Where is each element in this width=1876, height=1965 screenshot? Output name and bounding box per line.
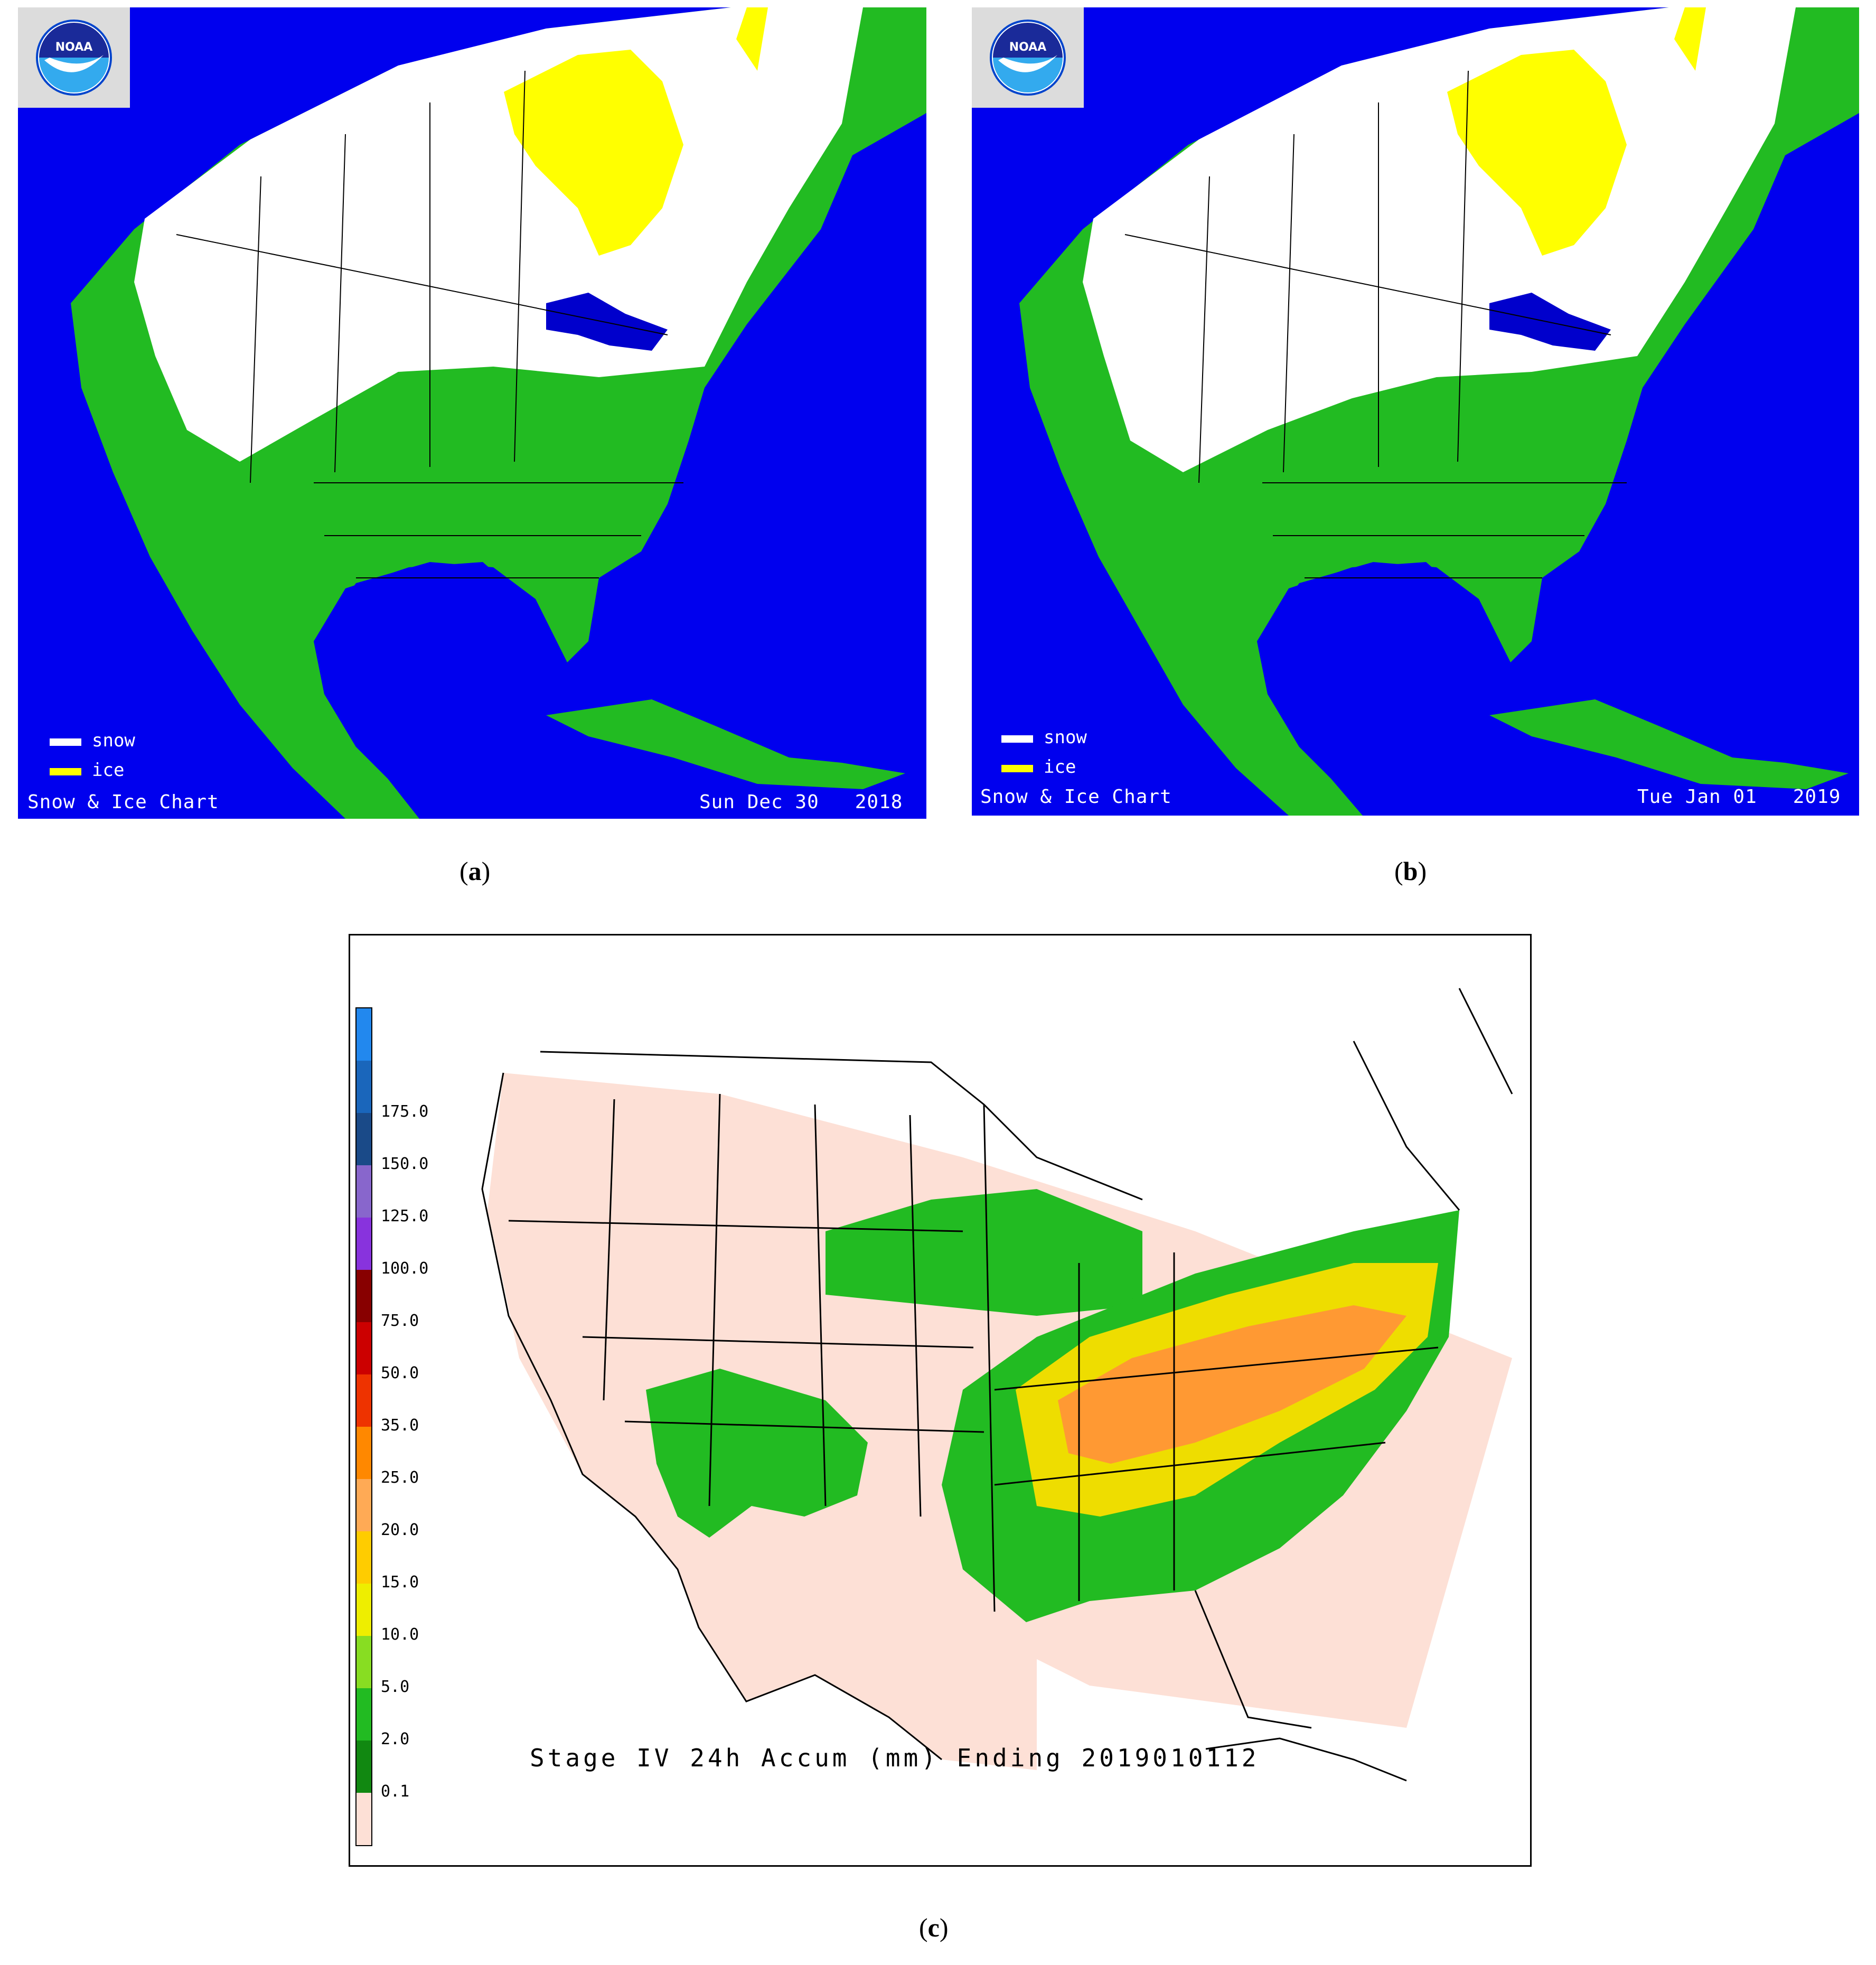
legend-snow-label: snow [1044, 727, 1087, 748]
chart-date: Tue Jan 01 2019 [1637, 786, 1841, 808]
colorbar-segment [357, 1636, 371, 1688]
caption-c: (c) [919, 1913, 949, 1942]
caption-a: (a) [459, 856, 491, 886]
colorbar-label: 15.0 [381, 1573, 419, 1592]
caribbean-islands [546, 699, 905, 789]
colorbar-segment [357, 1427, 371, 1479]
precip-chart-c: 175.0 150.0 125.0 100.0 75.0 50.0 35.0 25.0 20.0… [349, 934, 1532, 1867]
chart-title: Snow & Ice Chart [27, 791, 219, 813]
caribbean-islands [1489, 699, 1849, 789]
colorbar-segment [357, 1165, 371, 1218]
great-lakes [1489, 293, 1611, 351]
svg-text:NOAA: NOAA [1009, 41, 1047, 54]
gulf-of-mexico [314, 562, 567, 747]
colorbar-label: 75.0 [381, 1312, 419, 1330]
colorbar-label: 20.0 [381, 1521, 419, 1539]
chart-title: Snow & Ice Chart [980, 786, 1172, 808]
colorbar-segment [357, 1270, 371, 1322]
political-boundaries [176, 70, 683, 578]
colorbar-label: 10.0 [381, 1625, 419, 1644]
colorbar-label: 35.0 [381, 1416, 419, 1435]
legend-ice-swatch [1001, 765, 1033, 772]
snow-cover [134, 7, 863, 462]
colorbar-label: 125.0 [381, 1207, 429, 1225]
noaa-logo-box: NOAA [972, 7, 1084, 108]
colorbar-label: 50.0 [381, 1364, 419, 1382]
snow-chart-a: NOAA snow ice Snow & Ice Chart Sun Dec 3… [18, 7, 926, 819]
snow-chart-b: NOAA snow ice Snow & Ice Chart Tue Jan 0… [972, 7, 1859, 816]
colorbar-label: 175.0 [381, 1102, 429, 1121]
precip-orange [1058, 1305, 1406, 1464]
ice-arctic [736, 7, 768, 71]
colorbar-segment [357, 1793, 371, 1845]
legend-snow-label: snow [92, 730, 135, 751]
political-boundaries [1124, 70, 1627, 578]
colorbar-segment [357, 1688, 371, 1741]
map-graphic-a [71, 7, 926, 819]
colorbar-segment [357, 1322, 371, 1374]
snow-map-a: NOAA snow ice Snow & Ice Chart Sun Dec 3… [18, 7, 926, 819]
svg-text:NOAA: NOAA [55, 41, 93, 54]
precip-map-graphic [481, 988, 1513, 1782]
ice-arctic [1674, 7, 1706, 71]
legend-snow-swatch [1001, 735, 1033, 743]
precip-colorbar: 175.0 150.0 125.0 100.0 75.0 50.0 35.0 25.0 20.0… [355, 1007, 428, 1846]
colorbar-label: 100.0 [381, 1259, 429, 1278]
colorbar-segment [357, 1741, 371, 1793]
legend-snow-swatch [50, 738, 81, 746]
precip-title: Stage IV 24h Accum (mm) Ending 201901011… [530, 1744, 1260, 1772]
colorbar-segment [357, 1218, 371, 1270]
colorbar-segment [357, 1061, 371, 1113]
precip-green-north [826, 1189, 1142, 1316]
colorbar-label: 2.0 [381, 1730, 410, 1748]
noaa-logo-icon: NOAA [990, 20, 1066, 96]
colorbar-label: 25.0 [381, 1468, 419, 1487]
noaa-logo-box: NOAA [18, 7, 130, 108]
colorbar-label: 150.0 [381, 1155, 429, 1173]
state-boundaries [481, 988, 1513, 1782]
legend-ice-label: ice [92, 760, 125, 781]
colorbar-segment [357, 1531, 371, 1584]
caption-b: (b) [1394, 856, 1427, 886]
precip-green-west [646, 1369, 868, 1538]
ice-hudson-bay [1447, 50, 1627, 256]
colorbar-segment [357, 1113, 371, 1165]
colorbar-segment [357, 1584, 371, 1636]
noaa-logo-icon: NOAA [36, 20, 112, 96]
colorbar-label: 0.1 [381, 1782, 410, 1801]
legend-ice-swatch [50, 768, 81, 775]
legend-ice-label: ice [1044, 756, 1076, 778]
colorbar-segment [357, 1479, 371, 1531]
colorbar-label: 5.0 [381, 1678, 410, 1696]
colorbar-segment [357, 1008, 371, 1061]
colorbar-segment [357, 1374, 371, 1427]
ice-hudson-bay [504, 50, 683, 256]
great-lakes [546, 293, 668, 351]
map-graphic-b [1019, 7, 1859, 816]
gulf-of-mexico [1257, 562, 1511, 747]
chart-date: Sun Dec 30 2018 [699, 791, 903, 813]
snow-map-b: NOAA snow ice Snow & Ice Chart Tue Jan 0… [972, 7, 1859, 816]
